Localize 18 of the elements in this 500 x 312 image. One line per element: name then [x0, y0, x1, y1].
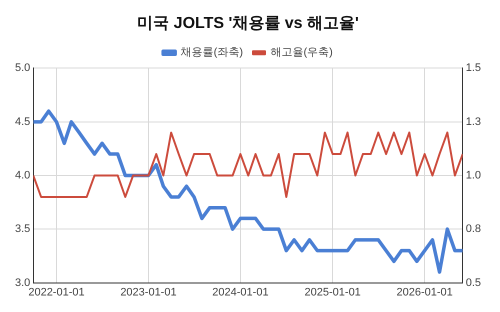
y2-tick-label: 0.5: [466, 276, 482, 289]
legend-label: 채용률(좌축): [180, 46, 243, 59]
legend-label: 해고율(우축): [270, 46, 333, 59]
y2-tick-label: 1.5: [466, 62, 482, 74]
y-tick-label: 5.0: [14, 62, 30, 74]
y2-tick-label: 0.8: [466, 223, 482, 236]
x-tick-label: 2023-01-01: [120, 286, 177, 298]
chart-title: 미국 JOLTS '채용률 vs 해고율': [137, 15, 359, 32]
y-tick-label: 3.5: [14, 223, 30, 236]
x-tick-label: 2025-01-01: [304, 286, 361, 298]
x-tick-label: 2026-01-01: [396, 286, 453, 298]
y-tick-label: 3.0: [14, 276, 30, 289]
y2-tick-label: 1.3: [466, 116, 482, 128]
y-tick-label: 4.5: [14, 116, 30, 128]
x-tick-label: 2022-01-01: [28, 286, 85, 298]
y2-tick-label: 1.0: [466, 170, 482, 182]
y-tick-label: 4.0: [14, 170, 30, 182]
x-tick-label: 2024-01-01: [212, 286, 269, 298]
